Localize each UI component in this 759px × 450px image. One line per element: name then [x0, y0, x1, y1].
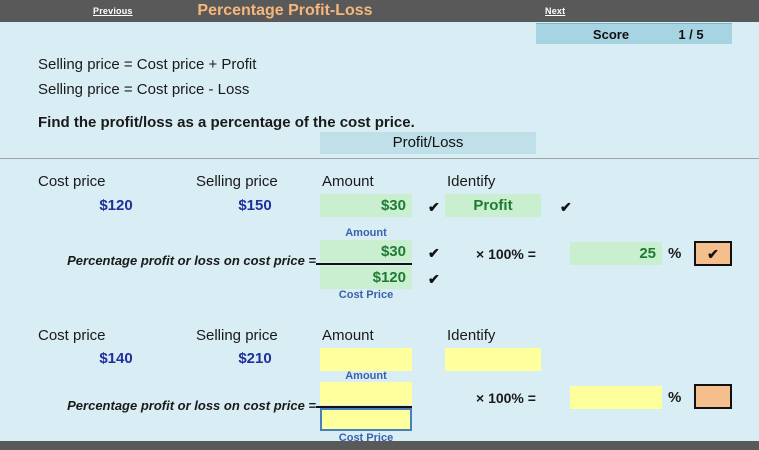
ex1-amount-check-icon: ✔	[428, 199, 440, 215]
ex2-amount-caption: Amount	[345, 370, 387, 382]
score-label: Score	[592, 27, 630, 42]
formula-loss: Selling price = Cost price - Loss	[38, 81, 250, 98]
ex1-times-100-label: × 100% =	[476, 246, 536, 262]
ex1-denominator-input[interactable]: $120	[320, 266, 412, 289]
ex1-percentage-label: Percentage profit or loss on cost price …	[67, 253, 316, 268]
ex1-identify-check-icon: ✔	[560, 199, 572, 215]
ex1-cost-price-caption: Cost Price	[338, 289, 394, 301]
ex2-amount-header: Amount	[322, 327, 374, 344]
ex1-numerator-check-icon: ✔	[428, 245, 440, 261]
ex1-cost-price-header: Cost price	[38, 173, 106, 190]
ex1-amount-caption: Amount	[345, 227, 387, 239]
previous-link[interactable]: Previous	[93, 6, 133, 16]
ex2-amount-input[interactable]	[320, 348, 412, 371]
section-divider	[0, 158, 759, 159]
ex1-selling-price-value: $150	[238, 197, 272, 214]
ex2-identify-input[interactable]	[445, 348, 541, 371]
ex2-check-button[interactable]	[694, 384, 732, 409]
ex2-selling-price-header: Selling price	[196, 327, 278, 344]
ex2-selling-price-value: $210	[238, 350, 272, 367]
ex1-percent-sign: %	[668, 245, 682, 262]
ex2-identify-header: Identify	[447, 327, 496, 344]
ex2-denominator-input[interactable]	[320, 408, 412, 431]
ex1-identify-input[interactable]: Profit	[445, 194, 541, 217]
ex1-result-input[interactable]: 25	[570, 242, 662, 265]
ex2-times-100-label: × 100% =	[476, 390, 536, 406]
ex1-selling-price-header: Selling price	[196, 173, 278, 190]
task-heading: Find the profit/loss as a percentage of …	[38, 114, 415, 131]
ex1-amount-header: Amount	[322, 173, 374, 190]
ex1-denominator-check-icon: ✔	[428, 271, 440, 287]
ex1-numerator-input[interactable]: $30	[320, 240, 412, 262]
ex1-cost-price-value: $120	[99, 197, 133, 214]
ex2-result-input[interactable]	[570, 386, 662, 409]
ex1-fraction-bar	[316, 263, 412, 265]
ex2-fraction-bar	[316, 406, 412, 408]
ex2-cost-price-header: Cost price	[38, 327, 106, 344]
top-bar	[0, 0, 759, 22]
formula-profit: Selling price = Cost price + Profit	[38, 56, 257, 73]
ex1-check-button-icon: ✔	[707, 245, 719, 262]
score-value: 1 / 5	[678, 27, 704, 42]
ex2-numerator-input[interactable]	[320, 382, 412, 405]
ex2-cost-price-value: $140	[99, 350, 133, 367]
bottom-bar	[0, 441, 759, 450]
ex2-percentage-label: Percentage profit or loss on cost price …	[67, 398, 316, 413]
page-title: Percentage Profit-Loss	[197, 2, 373, 19]
profit-loss-banner: Profit/Loss	[320, 132, 536, 154]
ex1-amount-input[interactable]: $30	[320, 194, 412, 217]
ex1-check-button[interactable]: ✔	[694, 241, 732, 266]
ex1-identify-header: Identify	[447, 173, 496, 190]
score-box: Score 1 / 5	[536, 23, 732, 44]
next-link[interactable]: Next	[545, 6, 566, 16]
ex2-percent-sign: %	[668, 389, 682, 406]
